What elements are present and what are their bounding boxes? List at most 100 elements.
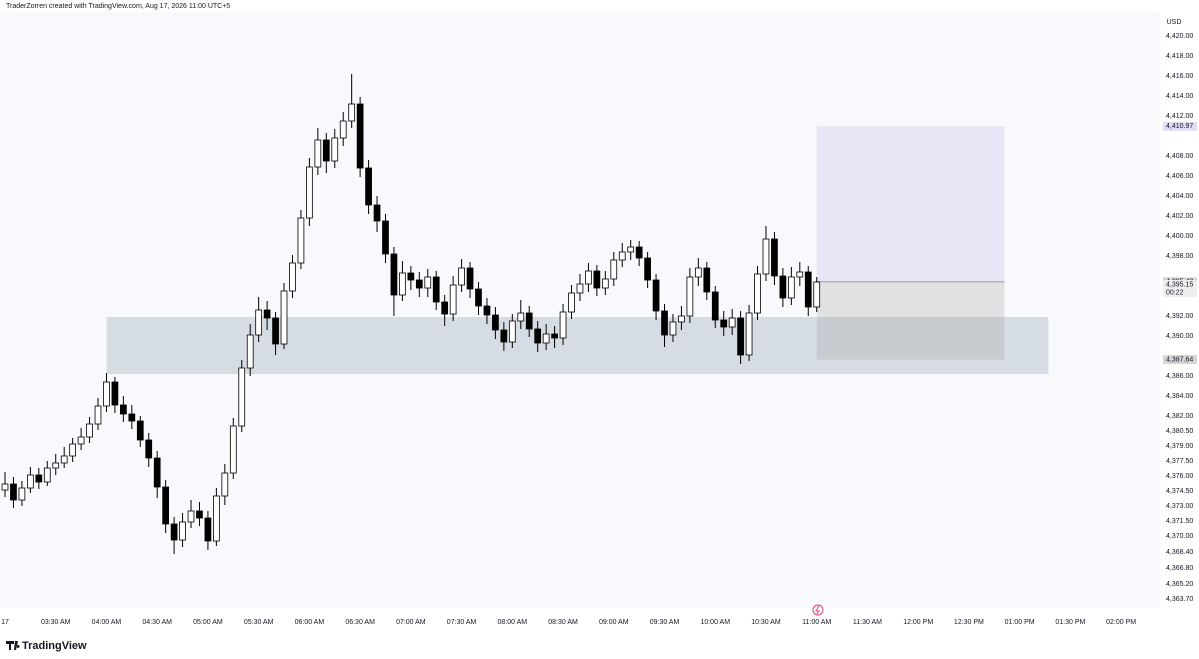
candle-body [162,486,170,525]
candle-body [686,276,694,317]
candle-body [635,246,643,259]
candle-body [120,404,127,415]
candle-body [669,321,677,336]
price-label-box [1163,280,1197,297]
alert-icon [812,604,824,616]
x-tick-label: 05:00 AM [193,619,223,626]
y-tick-label: 4,373.00 [1166,503,1193,510]
attribution: TraderZorren created with TradingView.co… [6,3,230,10]
candle-body [585,270,592,285]
candle-body [10,483,17,501]
x-tick-label: 06:30 AM [345,619,375,626]
price-label: 4,410.97 [1166,123,1193,130]
candle-body [306,166,313,219]
x-tick-label: 08:30 AM [548,619,578,626]
candle-body [272,317,279,345]
candle-body [500,329,508,343]
price-label: 4,395.15 [1166,281,1193,288]
candle-body [1,483,9,491]
support-zone [106,317,1049,374]
candle-body [170,523,178,541]
y-tick-label: 4,384.00 [1166,393,1193,400]
candle-body [762,238,770,275]
candle-body [348,103,356,122]
candle-body [229,425,237,474]
candle-body [373,204,381,222]
candle-body [492,314,499,331]
candle-body [694,267,702,278]
candle-body [289,262,296,292]
candle-body [136,420,144,441]
y-tick-label: 4,377.50 [1166,458,1193,465]
y-tick-label: 4,380.50 [1166,428,1193,435]
candle-body [737,317,744,356]
y-tick-label: 4,363.70 [1166,596,1193,603]
candle-body [593,270,601,289]
candle-body [661,310,668,336]
candle-body [424,276,432,289]
candle-body [179,521,186,541]
x-tick-label: 08:00 AM [498,619,528,626]
y-tick-label: 4,386.00 [1166,373,1193,380]
x-tick-label: 07:30 AM [447,619,477,626]
candle-body [804,271,812,308]
candle-body [255,309,263,336]
candle-body [475,288,482,307]
candle-body [449,284,457,315]
x-tick-label: 12:00 PM [903,619,933,626]
candle-body [517,312,525,322]
candle-body [187,510,195,523]
candle-body [508,320,516,343]
candle-body [771,238,778,277]
candle-body [796,271,804,278]
y-tick-label: 4,370.00 [1166,533,1193,540]
candle-body [551,333,558,339]
candle-body [246,334,254,369]
plot-area [0,12,1160,608]
candle-body [466,267,474,290]
candle-body [720,319,728,328]
candle-body [86,423,93,438]
candle-body [331,137,339,162]
candle-body [618,251,626,261]
y-tick-label: 4,392.00 [1166,313,1193,320]
x-tick-label: 01:30 PM [1055,619,1085,626]
candle-body [111,381,119,406]
candle-body [399,272,406,296]
x-tick-label: 07:00 AM [396,619,426,626]
candle-body [221,472,229,497]
candle-body [103,381,110,407]
y-tick-label: 4,400.00 [1166,233,1193,240]
candle-body [390,253,398,296]
x-tick-label: 11:00 AM [802,619,831,626]
candle-body [568,292,575,313]
candle-body [525,312,533,330]
x-tick-label: 04:00 AM [92,619,122,626]
candle-body [145,439,153,459]
x-tick-label: 17 [1,619,9,626]
x-tick-label: 12:30 PM [954,619,984,626]
x-tick-label: 01:00 PM [1005,619,1035,626]
x-tick-label: 03:30 AM [41,619,71,626]
y-tick-label: 4,412.00 [1166,113,1193,120]
candle-body [322,139,330,162]
x-tick-label: 10:00 AM [700,619,730,626]
y-tick-label: 4,408.00 [1166,153,1193,160]
x-tick-label: 04:30 AM [142,619,172,626]
candle-body [356,103,364,169]
logo: TradingView [6,640,87,652]
y-tick-label: 4,371.50 [1166,518,1193,525]
candle-body [534,328,542,344]
candle-body [813,281,821,308]
candle-body [754,273,761,314]
y-tick-label: 4,420.00 [1166,33,1193,40]
candle-body [458,267,465,286]
candle-body [644,257,651,281]
stop-zone [816,281,1005,360]
candle-body [27,474,34,489]
candle-body [728,317,736,328]
y-tick-label: 4,374.50 [1166,488,1193,495]
candle-body [415,279,423,289]
candle-body [280,290,288,345]
